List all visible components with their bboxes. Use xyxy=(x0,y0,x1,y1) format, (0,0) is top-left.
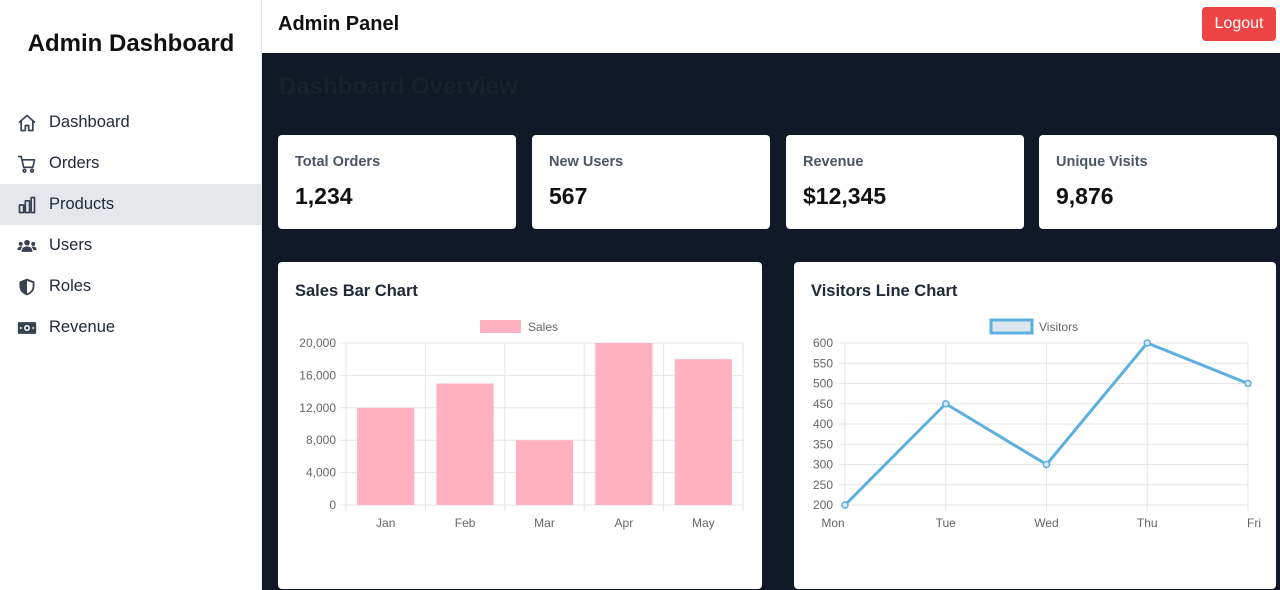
bar-chart-icon xyxy=(16,194,38,216)
x-tick-label: May xyxy=(692,516,715,530)
bar xyxy=(595,343,653,505)
sidebar-item-label: Products xyxy=(49,195,115,213)
sidebar-item-products[interactable]: Products xyxy=(0,184,262,225)
data-point xyxy=(1244,379,1252,388)
main-content: Dashboard Overview Total Orders 1,234 Ne… xyxy=(262,53,1280,590)
shield-icon xyxy=(16,276,38,298)
y-tick-label: 4,000 xyxy=(306,466,336,480)
chart-title: Visitors Line Chart xyxy=(811,282,958,300)
data-point xyxy=(942,400,950,408)
sidebar-item-label: Users xyxy=(49,236,93,254)
users-icon xyxy=(16,235,38,257)
stat-label: Total Orders xyxy=(295,154,381,170)
stat-value: 1,234 xyxy=(295,183,353,209)
x-tick-label: Wed xyxy=(1034,516,1058,530)
sidebar-item-label: Orders xyxy=(49,154,100,172)
y-tick-label: 400 xyxy=(813,417,833,431)
top-bar: Admin Panel Logout xyxy=(262,0,1280,53)
sidebar-item-orders[interactable]: Orders xyxy=(0,143,262,184)
stat-label: New Users xyxy=(549,154,624,170)
money-icon xyxy=(16,317,38,339)
x-tick-label: Thu xyxy=(1137,516,1158,530)
sidebar-item-label: Dashboard xyxy=(49,113,130,131)
legend-swatch xyxy=(480,320,521,333)
y-tick-label: 350 xyxy=(813,437,833,451)
page-title: Dashboard Overview xyxy=(279,73,518,100)
bar xyxy=(436,383,494,505)
stat-value: 9,876 xyxy=(1056,183,1114,209)
stat-value: $12,345 xyxy=(803,183,887,209)
stat-card-revenue: Revenue $12,345 xyxy=(786,135,1024,229)
x-tick-label: Fri xyxy=(1247,516,1261,530)
y-tick-label: 0 xyxy=(329,498,336,512)
header-title: Admin Panel xyxy=(278,13,400,35)
y-tick-label: 250 xyxy=(813,478,833,492)
sidebar-item-roles[interactable]: Roles xyxy=(0,266,262,307)
brand-title: Admin Dashboard xyxy=(27,30,235,57)
sidebar-nav: Dashboard Orders Products Users Roles xyxy=(0,102,262,348)
data-point xyxy=(1143,339,1151,347)
logout-button[interactable]: Logout xyxy=(1202,7,1276,41)
y-tick-label: 500 xyxy=(813,377,833,391)
home-icon xyxy=(16,112,38,134)
stat-label: Revenue xyxy=(803,154,864,170)
sales-bar-chart-card: Sales Bar Chart 0 4,000 8,000 12,000 16,000 2… xyxy=(278,262,762,589)
sidebar-item-revenue[interactable]: Revenue xyxy=(0,307,262,348)
sidebar-item-label: Revenue xyxy=(49,318,116,336)
bar xyxy=(515,440,574,505)
visitors-line-chart: 200 250 300 350 400 450 500 550 600 Mon Tue Wed Thu F… xyxy=(813,318,1261,530)
y-tick-label: 16,000 xyxy=(299,368,336,382)
x-tick-label: Apr xyxy=(615,516,634,530)
chart-title: Sales Bar Chart xyxy=(295,282,418,300)
y-tick-label: 8,000 xyxy=(306,433,336,447)
y-tick-label: 300 xyxy=(813,458,833,472)
x-tick-label: Feb xyxy=(455,516,476,530)
cart-icon xyxy=(16,153,38,175)
stat-card-new-users: New Users 567 xyxy=(532,135,770,229)
x-tick-label: Mon xyxy=(821,516,844,530)
sidebar-item-dashboard[interactable]: Dashboard xyxy=(0,102,262,143)
stat-label: Unique Visits xyxy=(1056,154,1148,170)
legend-swatch xyxy=(989,318,1034,335)
stat-card-total-orders: Total Orders 1,234 xyxy=(278,135,516,229)
x-tick-label: Tue xyxy=(936,516,957,530)
data-point xyxy=(1042,460,1051,469)
stat-value: 567 xyxy=(549,183,588,209)
y-tick-label: 600 xyxy=(813,336,833,350)
y-tick-label: 550 xyxy=(813,356,833,370)
x-tick-label: Jan xyxy=(376,516,395,530)
data-point xyxy=(841,501,849,509)
legend-label: Sales xyxy=(528,320,558,334)
sidebar-item-label: Roles xyxy=(49,277,92,295)
x-tick-label: Mar xyxy=(534,516,555,530)
stat-card-unique-visits: Unique Visits 9,876 xyxy=(1039,135,1277,229)
legend-label: Visitors xyxy=(1039,320,1078,334)
bar xyxy=(357,407,415,505)
y-tick-label: 450 xyxy=(813,397,833,411)
sales-bar-chart: 0 4,000 8,000 12,000 16,000 20,000 Jan Feb Mar Ap… xyxy=(299,320,744,530)
sidebar: Admin Dashboard Dashboard Orders Product… xyxy=(0,0,262,590)
bar xyxy=(674,359,732,505)
y-tick-label: 12,000 xyxy=(299,401,336,415)
visitors-line-chart-card: Visitors Line Chart 200 250 300 350 400 450 50… xyxy=(794,262,1276,589)
sidebar-item-users[interactable]: Users xyxy=(0,225,262,266)
y-tick-label: 200 xyxy=(813,498,833,512)
y-tick-label: 20,000 xyxy=(299,336,336,350)
